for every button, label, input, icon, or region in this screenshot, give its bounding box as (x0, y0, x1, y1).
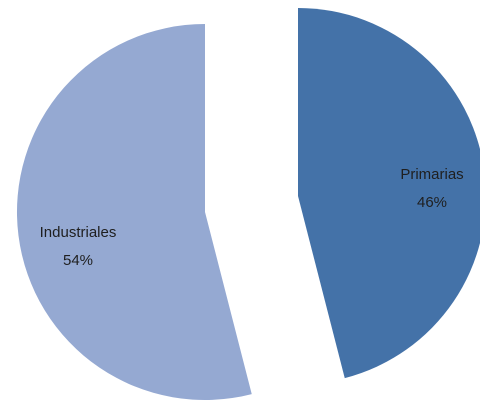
slice-label-primarias: Primarias (400, 166, 463, 183)
pie-slice-primarias (298, 8, 480, 379)
slice-value-primarias: 46% (417, 194, 447, 211)
slice-value-industriales: 54% (63, 252, 93, 269)
slice-label-industriales: Industriales (40, 224, 117, 241)
pie-slice-industriales (16, 23, 252, 400)
